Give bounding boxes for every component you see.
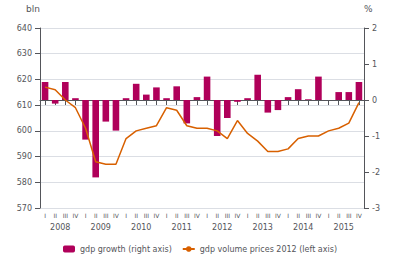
svg-text:IV: IV bbox=[194, 212, 201, 219]
svg-text:%: % bbox=[364, 4, 373, 14]
svg-text:gdp volume prices 2012 (left a: gdp volume prices 2012 (left axis) bbox=[200, 245, 337, 254]
svg-text:IV: IV bbox=[73, 212, 80, 219]
svg-text:gdp growth (right axis): gdp growth (right axis) bbox=[80, 245, 172, 254]
svg-text:IV: IV bbox=[235, 212, 242, 219]
svg-text:1: 1 bbox=[372, 60, 377, 69]
svg-text:-2: -2 bbox=[372, 168, 380, 177]
svg-text:I: I bbox=[206, 212, 208, 219]
svg-text:2011: 2011 bbox=[172, 223, 192, 232]
svg-text:IV: IV bbox=[113, 212, 120, 219]
svg-text:2008: 2008 bbox=[50, 223, 70, 232]
svg-text:-1: -1 bbox=[372, 132, 380, 141]
svg-text:II: II bbox=[53, 212, 57, 219]
svg-text:IV: IV bbox=[356, 212, 363, 219]
svg-text:2012: 2012 bbox=[212, 223, 232, 232]
svg-text:I: I bbox=[125, 212, 127, 219]
svg-text:III: III bbox=[225, 212, 231, 219]
svg-text:580: 580 bbox=[17, 178, 32, 187]
svg-text:640: 640 bbox=[17, 24, 32, 33]
svg-text:2014: 2014 bbox=[293, 223, 313, 232]
svg-text:II: II bbox=[337, 212, 341, 219]
svg-text:II: II bbox=[134, 212, 138, 219]
svg-text:-3: -3 bbox=[372, 204, 380, 213]
svg-text:I: I bbox=[166, 212, 168, 219]
svg-text:III: III bbox=[103, 212, 109, 219]
svg-text:I: I bbox=[328, 212, 330, 219]
svg-text:IV: IV bbox=[316, 212, 323, 219]
svg-text:III: III bbox=[306, 212, 312, 219]
svg-text:II: II bbox=[296, 212, 300, 219]
svg-text:I: I bbox=[85, 212, 87, 219]
svg-text:III: III bbox=[63, 212, 69, 219]
svg-text:570: 570 bbox=[17, 204, 32, 213]
svg-text:III: III bbox=[346, 212, 352, 219]
svg-text:II: II bbox=[215, 212, 219, 219]
svg-text:III: III bbox=[144, 212, 150, 219]
svg-text:I: I bbox=[287, 212, 289, 219]
svg-text:IV: IV bbox=[154, 212, 161, 219]
svg-text:0: 0 bbox=[372, 96, 377, 105]
svg-text:II: II bbox=[256, 212, 260, 219]
svg-text:630: 630 bbox=[17, 49, 32, 58]
svg-text:600: 600 bbox=[17, 126, 32, 135]
svg-text:IV: IV bbox=[275, 212, 282, 219]
svg-text:2: 2 bbox=[372, 24, 377, 33]
svg-text:III: III bbox=[184, 212, 190, 219]
svg-text:II: II bbox=[175, 212, 179, 219]
svg-text:2010: 2010 bbox=[131, 223, 151, 232]
svg-text:II: II bbox=[94, 212, 98, 219]
svg-text:III: III bbox=[265, 212, 271, 219]
svg-text:2013: 2013 bbox=[253, 223, 273, 232]
svg-text:590: 590 bbox=[17, 152, 32, 161]
svg-text:610: 610 bbox=[17, 101, 32, 110]
svg-text:I: I bbox=[247, 212, 249, 219]
svg-text:2015: 2015 bbox=[334, 223, 354, 232]
svg-text:bln: bln bbox=[26, 4, 40, 14]
svg-text:620: 620 bbox=[17, 75, 32, 84]
svg-text:I: I bbox=[44, 212, 46, 219]
svg-text:2009: 2009 bbox=[91, 223, 111, 232]
